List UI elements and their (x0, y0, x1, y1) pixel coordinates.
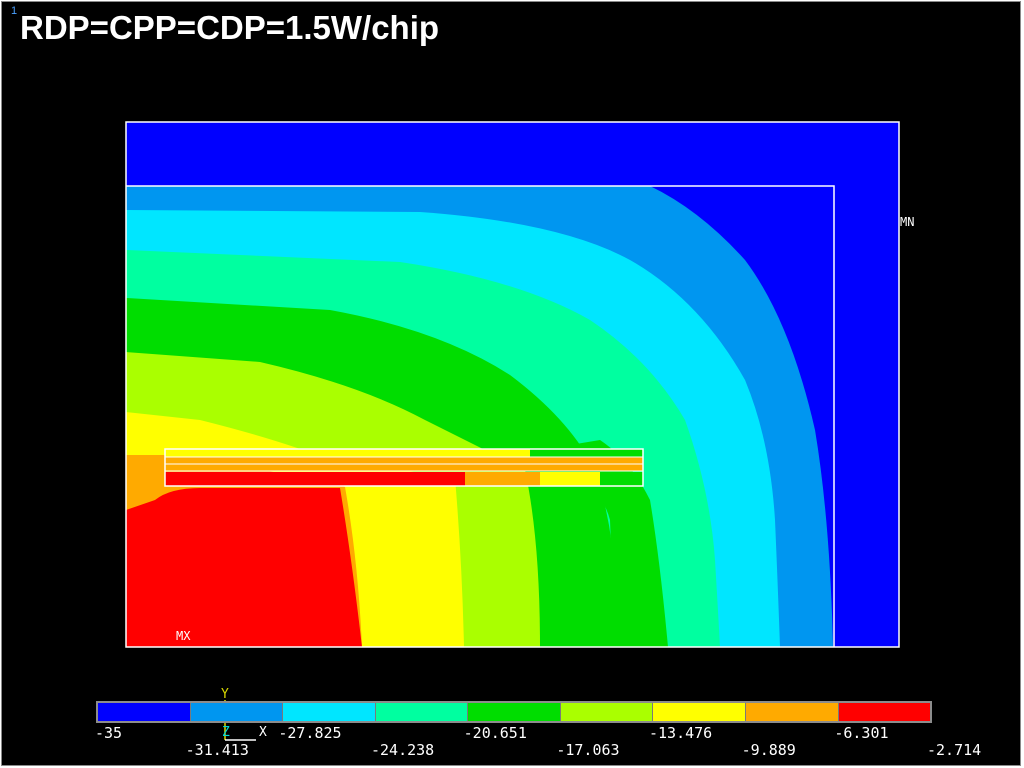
legend-swatch (653, 703, 746, 721)
axis-x-label: X (259, 725, 267, 740)
legend-label-bottom: -17.063 (556, 741, 620, 759)
legend-label-bottom: -24.238 (371, 741, 435, 759)
legend-swatch (283, 703, 376, 721)
max-marker: MX (176, 629, 191, 643)
legend-swatch (560, 703, 654, 721)
legend-swatch (190, 703, 284, 721)
legend-label-top: -13.476 (649, 724, 713, 742)
inner-region-outline (126, 185, 835, 647)
contour-band-5b (540, 440, 668, 647)
legend-swatch (98, 703, 191, 721)
chip-layer-green2 (600, 472, 643, 486)
legend-label-top: -35 (95, 724, 123, 742)
chip-layer-red (165, 472, 465, 486)
legend-swatch (375, 703, 469, 721)
legend-label-bottom: -31.413 (185, 741, 249, 759)
page-title: RDP=CPP=CDP=1.5W/chip (20, 9, 440, 46)
legend-swatch (838, 703, 931, 721)
chip-layer-yellow2 (540, 472, 600, 486)
legend-swatch (468, 703, 561, 721)
model-outline (125, 121, 900, 648)
window-number: 1 (11, 5, 18, 17)
legend-swatch (745, 703, 839, 721)
min-marker: MN (900, 215, 914, 229)
chip-outline (164, 448, 644, 487)
chip-layer-yellow (290, 449, 530, 457)
chip-layer-orange2 (465, 472, 540, 486)
contour-legend-bar (96, 701, 932, 723)
legend-label-bottom: -9.889 (741, 741, 796, 759)
legend-label-top: -20.651 (463, 724, 527, 742)
chip-layer-green (530, 449, 643, 457)
contour-band-9 (126, 488, 362, 647)
axis-y-label: Y (221, 687, 229, 702)
legend-label-top: -27.825 (278, 724, 342, 742)
legend-label-bottom: -2.714 (927, 741, 982, 759)
legend-label-top: -6.301 (834, 724, 889, 742)
axis-z-label: Z (222, 725, 230, 740)
